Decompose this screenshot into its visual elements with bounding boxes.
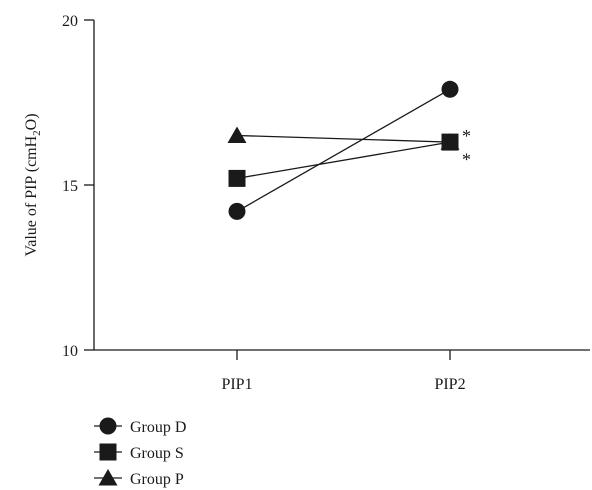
x-tick-label: PIP1 (221, 376, 252, 393)
series-group-p (227, 126, 460, 150)
annotation-layer: ** (462, 126, 471, 169)
legend-label: Group S (130, 445, 184, 462)
legend-label: Group P (130, 471, 184, 488)
series-layer (227, 80, 460, 220)
series-line (236, 141, 451, 180)
y-tick-label: 15 (62, 178, 78, 195)
legend-marker-triangle (98, 469, 118, 486)
legend-item: Group D (94, 417, 186, 436)
legend: Group D Group S Group P (94, 417, 186, 488)
y-tick-label: 10 (62, 343, 78, 360)
legend-marker-circle (99, 417, 117, 435)
data-point-triangle (227, 126, 247, 143)
x-tick-label: PIP2 (434, 376, 465, 393)
data-point-square (228, 169, 246, 187)
significance-asterisk: * (462, 126, 471, 146)
y-axis-title-subscript: 2 (31, 130, 43, 136)
axes (93, 20, 590, 351)
y-axis-title-end: O) (23, 113, 40, 130)
y-ticks: 10 15 20 (62, 13, 94, 360)
series-line (236, 134, 451, 143)
series-group-d (228, 80, 459, 220)
legend-marker-square (99, 443, 117, 461)
data-point-circle (441, 80, 459, 98)
y-tick-label: 20 (62, 13, 78, 30)
data-point-triangle (440, 133, 460, 150)
series-line (236, 88, 451, 212)
x-ticks: PIP1 PIP2 (221, 350, 466, 393)
significance-asterisk: * (462, 149, 471, 169)
legend-item: Group S (94, 443, 184, 462)
legend-label: Group D (130, 419, 186, 436)
y-axis-title: Value of PIP (cmH2O) (23, 113, 43, 256)
y-axis-title-main: Value of PIP (cmH (23, 135, 40, 256)
data-point-circle (228, 202, 246, 220)
legend-item: Group P (94, 469, 184, 488)
